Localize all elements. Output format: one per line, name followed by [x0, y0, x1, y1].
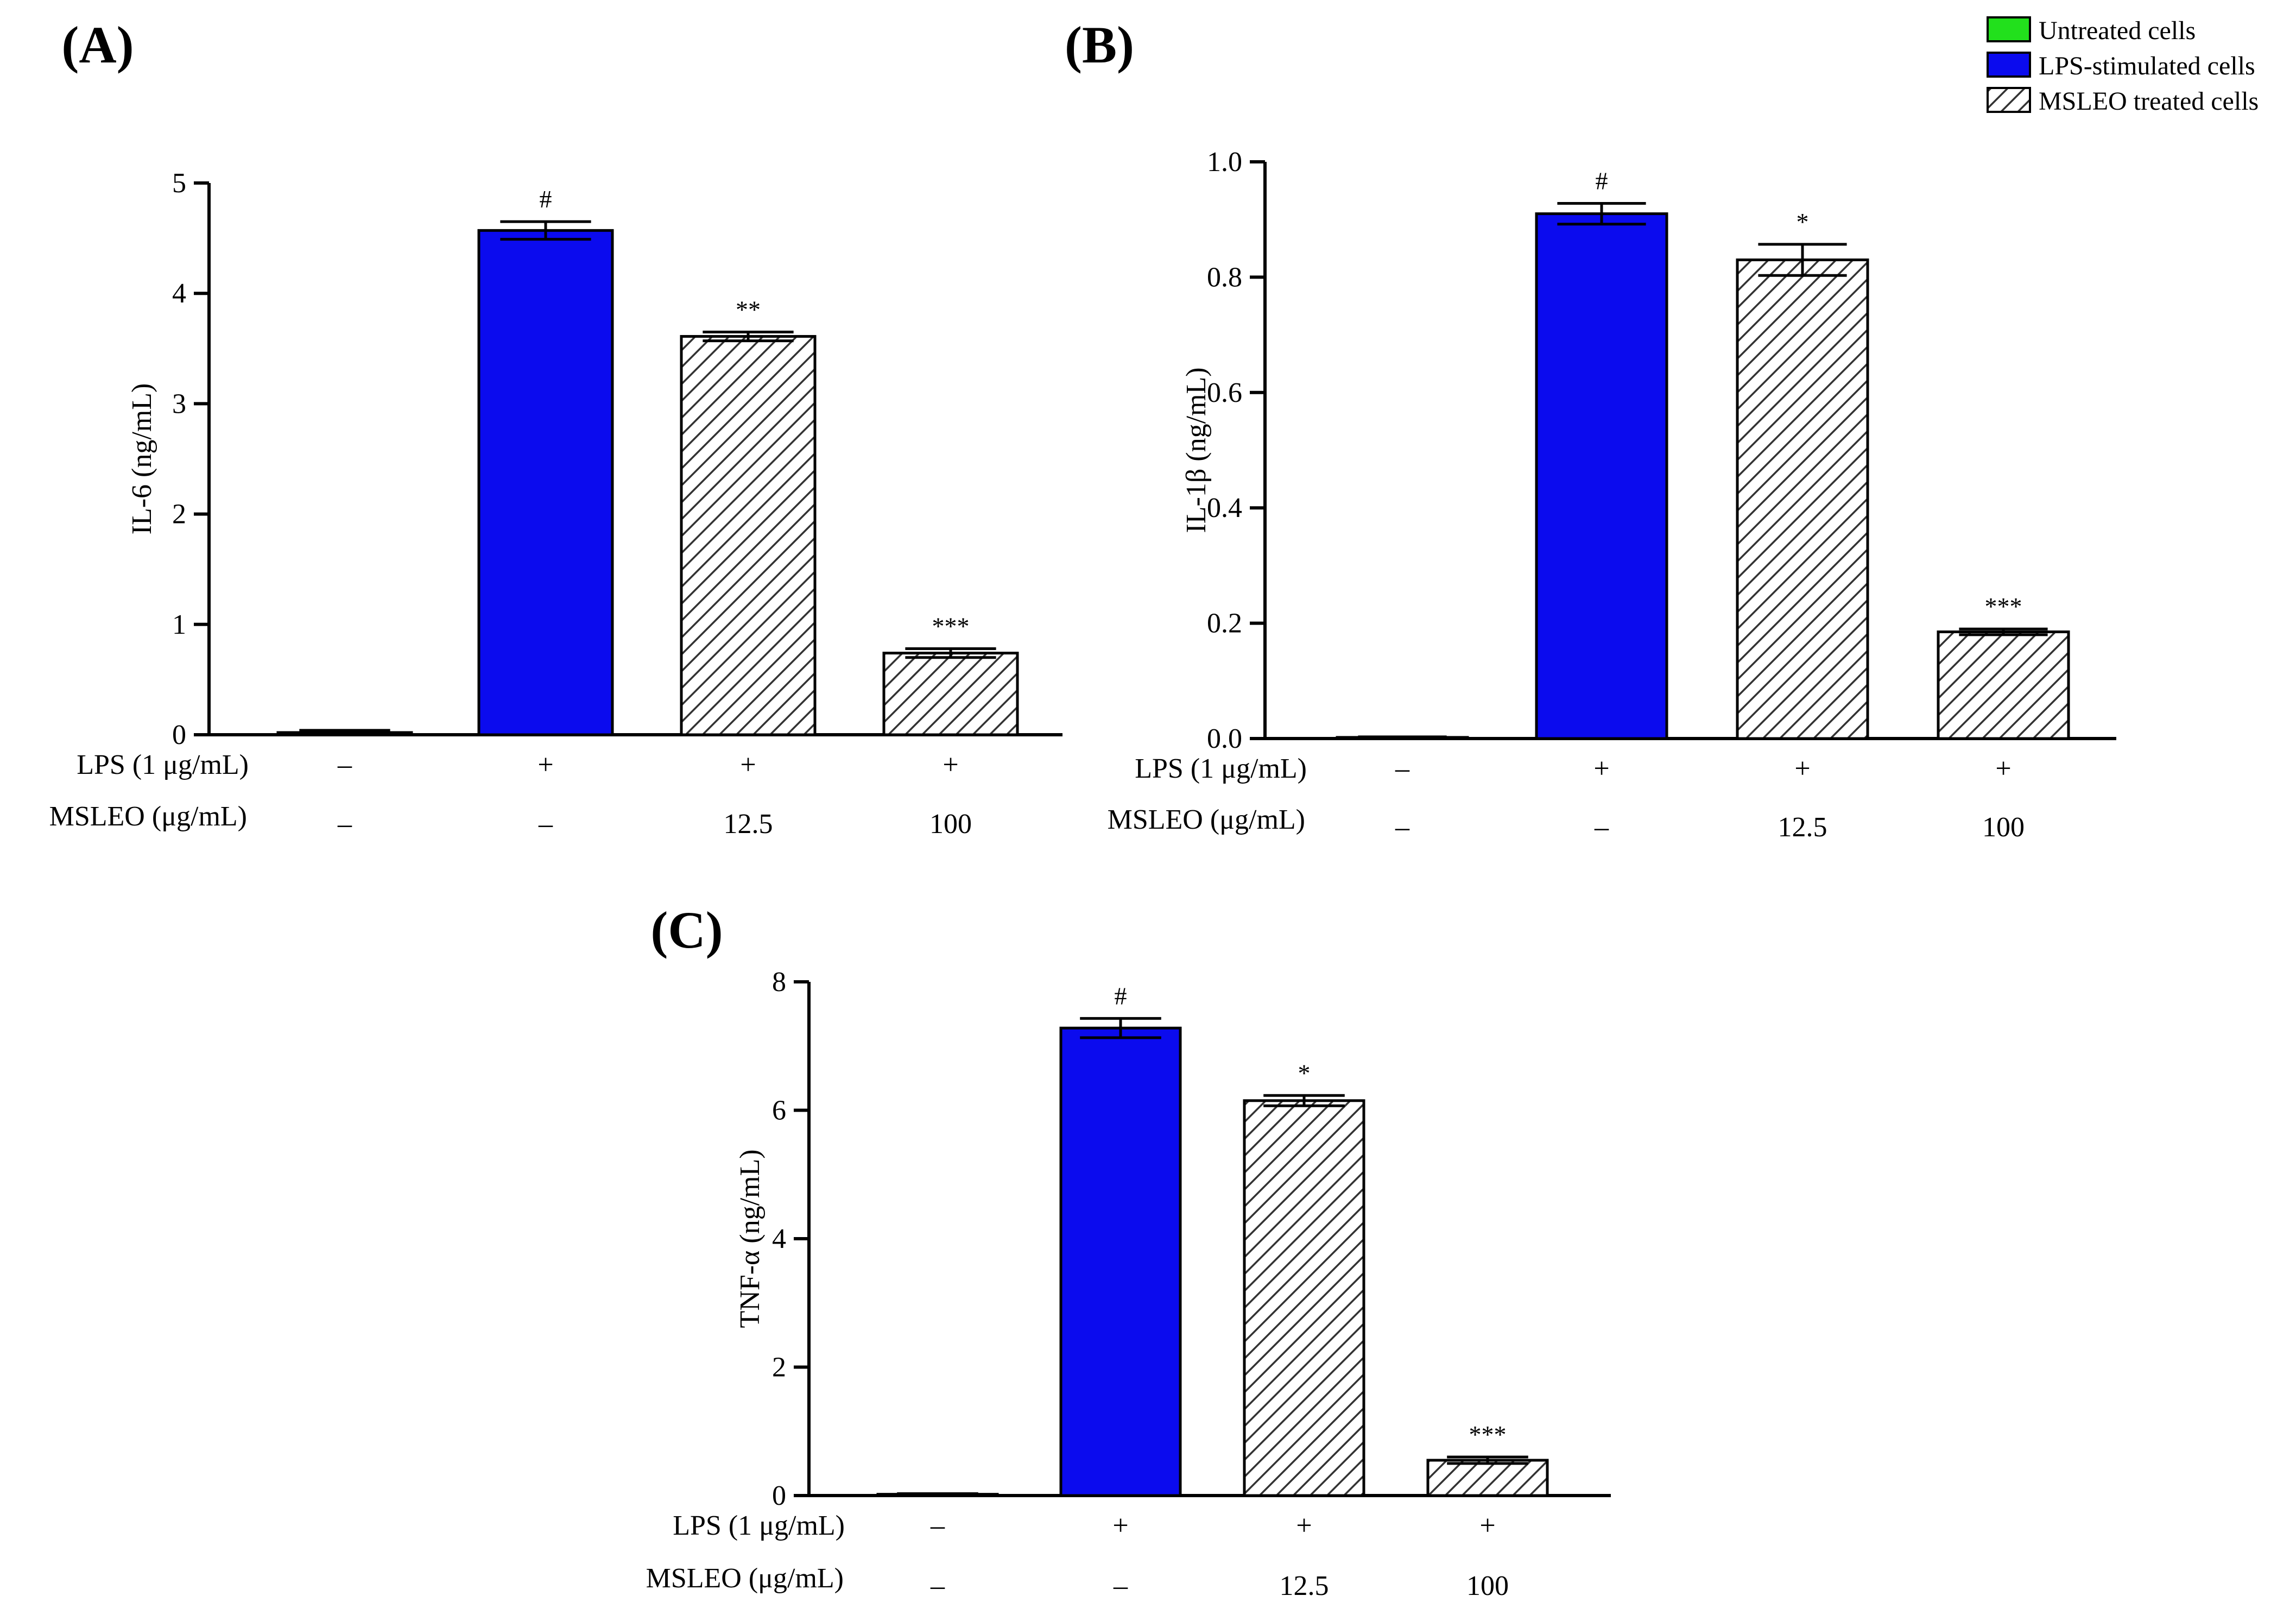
y-tick-label: 4 [172, 278, 186, 309]
msleo-condition: 100 [1982, 812, 2025, 843]
bar [1535, 212, 1668, 740]
y-axis-label: TNF-α (ng/mL) [735, 1149, 766, 1328]
y-tick-label: 2 [172, 499, 186, 530]
lps-condition: + [740, 749, 756, 780]
panel-label: (A) [61, 16, 134, 74]
msleo-condition: – [337, 809, 352, 840]
significance-marker: *** [1985, 592, 2022, 620]
lps-condition: + [1479, 1510, 1495, 1541]
bar [1736, 258, 1869, 740]
legend-swatch-lps [1987, 52, 2031, 78]
lps-condition: + [1112, 1510, 1128, 1541]
lps-condition: + [1794, 753, 1810, 784]
legend-label-msleo: MSLEO treated cells [2039, 87, 2259, 116]
legend-label-untreated: Untreated cells [2039, 16, 2196, 45]
msleo-condition: 12.5 [1280, 1570, 1329, 1601]
bar [680, 335, 817, 736]
lps-condition: – [1395, 753, 1410, 784]
msleo-condition: – [930, 1570, 945, 1601]
msleo-row-label: MSLEO (μg/mL) [646, 1563, 844, 1594]
msleo-condition: 12.5 [1778, 812, 1827, 843]
lps-condition: + [1995, 753, 2011, 784]
significance-marker: # [1596, 167, 1608, 194]
msleo-condition: – [1594, 812, 1609, 843]
bar [1059, 1026, 1182, 1497]
bar [1937, 630, 2070, 740]
panel-label: (C) [650, 901, 723, 959]
msleo-condition: – [1395, 812, 1410, 843]
y-tick-label: 0 [772, 1480, 786, 1511]
msleo-row-label: MSLEO (μg/mL) [1108, 804, 1305, 835]
bar [1243, 1099, 1365, 1497]
lps-condition: + [537, 749, 553, 780]
significance-marker: *** [932, 613, 970, 640]
msleo-condition: 100 [1466, 1570, 1509, 1601]
y-tick-label: 0 [172, 720, 186, 750]
significance-marker: * [1797, 208, 1809, 236]
significance-marker: * [1298, 1059, 1311, 1087]
y-tick-label: 0.6 [1207, 377, 1242, 408]
y-tick-label: 0.8 [1207, 262, 1242, 293]
msleo-row-label: MSLEO (μg/mL) [49, 801, 247, 832]
y-axis-label: IL-1β (ng/mL) [1181, 367, 1212, 533]
msleo-condition: – [538, 809, 553, 840]
y-tick-label: 1 [172, 609, 186, 640]
y-tick-label: 0.4 [1207, 493, 1242, 523]
msleo-condition: – [1113, 1570, 1128, 1601]
significance-marker: # [1115, 982, 1127, 1010]
y-tick-label: 3 [172, 388, 186, 419]
lps-condition: + [1296, 1510, 1312, 1541]
y-axis-label: IL-6 (ng/mL) [126, 383, 157, 535]
significance-marker: # [540, 185, 552, 213]
legend-swatch-msleo [1987, 87, 2031, 113]
panel-C: (C) 0 2 4 6 8 TNF-α (ng/mL) – – # + – * +12.5 *** +100 L… [646, 901, 1611, 1601]
bar [1426, 1459, 1549, 1497]
legend-swatch-untreated [1987, 16, 2031, 42]
y-tick-label: 6 [772, 1095, 786, 1126]
panel-label: (B) [1065, 16, 1134, 74]
y-tick-label: 0.2 [1207, 608, 1242, 639]
y-tick-label: 1.0 [1207, 147, 1242, 178]
legend: Untreated cells LPS-stimulated cells MSL… [1987, 16, 2259, 116]
legend-label-lps: LPS-stimulated cells [2039, 52, 2255, 80]
lps-condition: – [930, 1510, 945, 1541]
lps-row-label: LPS (1 μg/mL) [77, 749, 249, 780]
lps-row-label: LPS (1 μg/mL) [673, 1510, 845, 1541]
msleo-condition: 12.5 [724, 809, 773, 840]
lps-row-label: LPS (1 μg/mL) [1135, 753, 1307, 784]
lps-condition: + [1593, 753, 1609, 784]
y-tick-label: 5 [172, 168, 186, 199]
panel-A: (A) 0 1 2 3 4 5 IL-6 (ng/mL) – – # + – ** +12.5 *** +100… [49, 16, 1062, 840]
bar [477, 229, 614, 736]
lps-condition: + [943, 749, 958, 780]
lps-condition: – [337, 749, 352, 780]
bar [882, 652, 1019, 736]
y-tick-label: 8 [772, 967, 786, 998]
y-tick-label: 4 [772, 1223, 786, 1254]
msleo-condition: 100 [929, 809, 972, 840]
y-tick-label: 2 [772, 1352, 786, 1383]
y-tick-label: 0.0 [1207, 723, 1242, 754]
panel-B: (B) 0.0 0.2 0.4 0.6 0.8 1.0 IL-1β (ng/mL) – – # + – *… [1065, 16, 2116, 843]
significance-marker: *** [1469, 1421, 1507, 1448]
significance-marker: ** [736, 295, 761, 323]
